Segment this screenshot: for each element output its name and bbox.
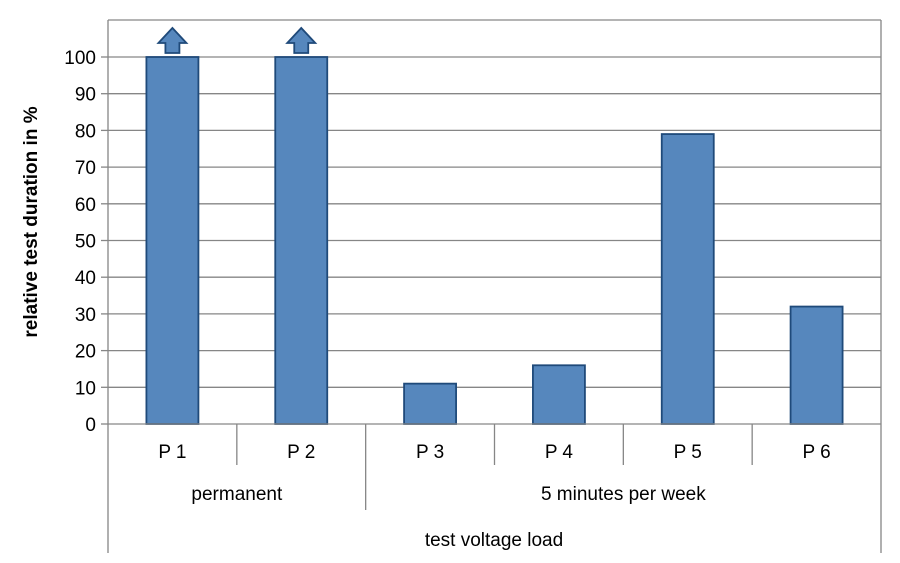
y-tick-label: 80	[75, 121, 96, 142]
up-arrow-icon	[285, 26, 318, 54]
bar	[403, 382, 457, 425]
bar	[274, 56, 329, 425]
y-tick-label: 10	[75, 378, 96, 399]
gridlines	[107, 19, 882, 424]
y-tick-label: 100	[64, 48, 96, 69]
category-label: P 1	[158, 442, 186, 463]
category-label: P 3	[416, 442, 444, 463]
y-tick-label: 60	[75, 195, 96, 216]
y-tick-label: 90	[75, 85, 96, 106]
y-axis-ticks: 0 10 20 30 40 50 60 70 80 90 100	[64, 48, 108, 436]
bar	[145, 56, 200, 425]
category-axis: P 1 P 2 P 3 P 4 P 5 P 6 permanent 5 minutes per…	[107, 423, 882, 553]
y-tick-label: 30	[75, 305, 96, 326]
group-label: permanent	[191, 484, 283, 505]
y-tick-label: 0	[85, 415, 96, 436]
bar	[660, 133, 715, 425]
y-tick-label: 70	[75, 158, 96, 179]
bar	[532, 364, 586, 425]
bar-series	[145, 56, 844, 425]
up-arrow-icon	[156, 26, 189, 54]
y-tick-label: 20	[75, 342, 96, 363]
plot-area	[108, 20, 881, 424]
category-label: P 6	[802, 442, 830, 463]
bar	[789, 305, 844, 425]
category-label: P 5	[674, 442, 702, 463]
category-label: P 4	[545, 442, 574, 463]
group-label: 5 minutes per week	[541, 484, 706, 505]
category-label: P 2	[287, 442, 315, 463]
y-axis-title: relative test duration in %	[21, 106, 42, 337]
y-tick-label: 50	[75, 232, 96, 253]
overflow-arrows	[156, 26, 318, 54]
x-axis-title: test voltage load	[425, 530, 563, 551]
y-tick-label: 40	[75, 268, 96, 289]
